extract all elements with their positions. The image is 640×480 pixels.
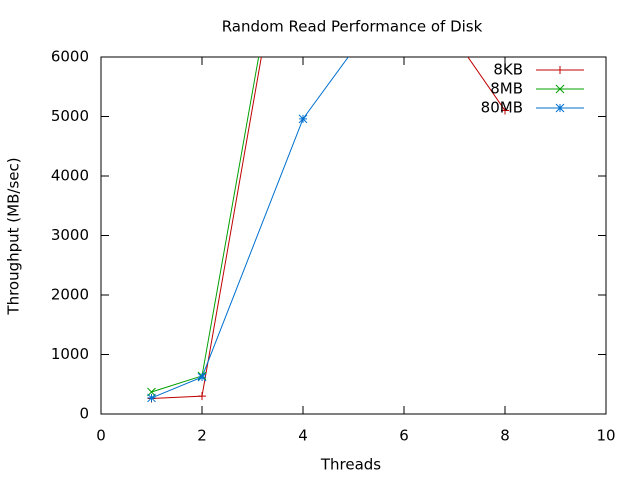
y-axis-label: Throughput (MB/sec) — [5, 157, 23, 315]
y-tick-label: 6000 — [51, 48, 89, 66]
point-marker — [197, 372, 207, 382]
point-marker — [298, 114, 308, 124]
x-tick-label: 8 — [500, 427, 510, 445]
x-tick-label: 6 — [399, 427, 409, 445]
y-tick-label: 3000 — [51, 226, 89, 244]
y-tick-label: 0 — [79, 405, 89, 423]
point-marker — [147, 393, 156, 403]
series-line — [151, 57, 260, 393]
x-tick-label: 10 — [596, 427, 615, 445]
x-tick-label: 0 — [96, 427, 106, 445]
x-axis-label: Threads — [320, 456, 381, 474]
x-tick-label: 2 — [197, 427, 207, 445]
point-marker — [198, 392, 206, 401]
series-line — [151, 57, 349, 399]
y-tick-label: 4000 — [51, 167, 89, 185]
legend-marker — [555, 84, 565, 94]
plot-frame — [100, 56, 607, 415]
plot-area — [147, 57, 509, 403]
chart-title: Random Read Performance of Disk — [222, 18, 483, 36]
x-tick-label: 4 — [298, 427, 308, 445]
y-tick-label: 2000 — [51, 286, 89, 304]
point-marker — [501, 106, 509, 115]
legend-label: 80MB — [481, 99, 523, 117]
y-tick-label: 5000 — [51, 107, 89, 125]
legend-label: 8KB — [493, 61, 523, 79]
legend-marker — [556, 66, 564, 74]
legend-label: 8MB — [490, 80, 523, 98]
legend-marker — [555, 103, 565, 113]
series-line — [151, 57, 506, 400]
y-tick-label: 1000 — [51, 345, 89, 363]
